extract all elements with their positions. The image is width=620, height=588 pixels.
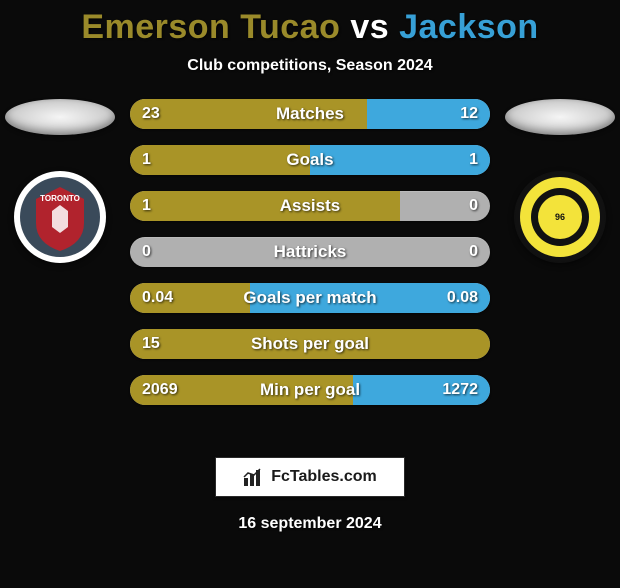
left-player-panel: TORONTO [0, 99, 120, 263]
stat-rows: Matches2312Goals11Assists10Hattricks00Go… [130, 99, 490, 421]
stat-row: Assists10 [130, 191, 490, 221]
comparison-title: Emerson Tucao vs Jackson [0, 8, 620, 47]
stat-value-left: 0 [130, 237, 163, 267]
stat-bar-right [310, 145, 490, 175]
stat-row: Hattricks0 0 [130, 237, 490, 267]
player1-avatar-placeholder [5, 99, 115, 135]
fctables-text: FcTables.com [271, 468, 377, 486]
stat-bar-left [130, 145, 310, 175]
stat-bar-left [130, 329, 490, 359]
player1-club-logo: TORONTO [14, 171, 106, 263]
player2-name: Jackson [399, 8, 539, 46]
player2-avatar-placeholder [505, 99, 615, 135]
stat-row: Matches2312 [130, 99, 490, 129]
chart-icon [243, 468, 265, 486]
svg-text:TORONTO: TORONTO [40, 194, 80, 203]
vs-text: vs [350, 8, 389, 46]
player1-name: Emerson Tucao [81, 8, 340, 46]
stat-value-right: 0 [457, 237, 490, 267]
player2-club-logo: 96 COLUMBUS CREW SC [514, 171, 606, 263]
svg-text:96: 96 [555, 212, 565, 222]
stat-row: Shots per goal15 [130, 329, 490, 359]
stat-label: Hattricks [130, 237, 490, 267]
stat-row: Goals per match0.040.08 [130, 283, 490, 313]
stat-bar-right [353, 375, 490, 405]
stat-row: Goals11 [130, 145, 490, 175]
stat-bar-right [367, 99, 490, 129]
stat-bar-left [130, 191, 400, 221]
right-player-panel: 96 COLUMBUS CREW SC [500, 99, 620, 263]
stat-value-right: 0 [457, 191, 490, 221]
stat-bar-left [130, 99, 367, 129]
stat-row: Min per goal20691272 [130, 375, 490, 405]
footer-date: 16 september 2024 [0, 515, 620, 533]
stat-bar-right [250, 283, 490, 313]
stat-bar-left [130, 283, 250, 313]
fctables-badge[interactable]: FcTables.com [215, 457, 405, 497]
comparison-body: TORONTO 96 COLUMBUS CREW SC Matches2312 G… [0, 99, 620, 439]
subtitle: Club competitions, Season 2024 [0, 57, 620, 75]
stat-bar-left [130, 375, 353, 405]
